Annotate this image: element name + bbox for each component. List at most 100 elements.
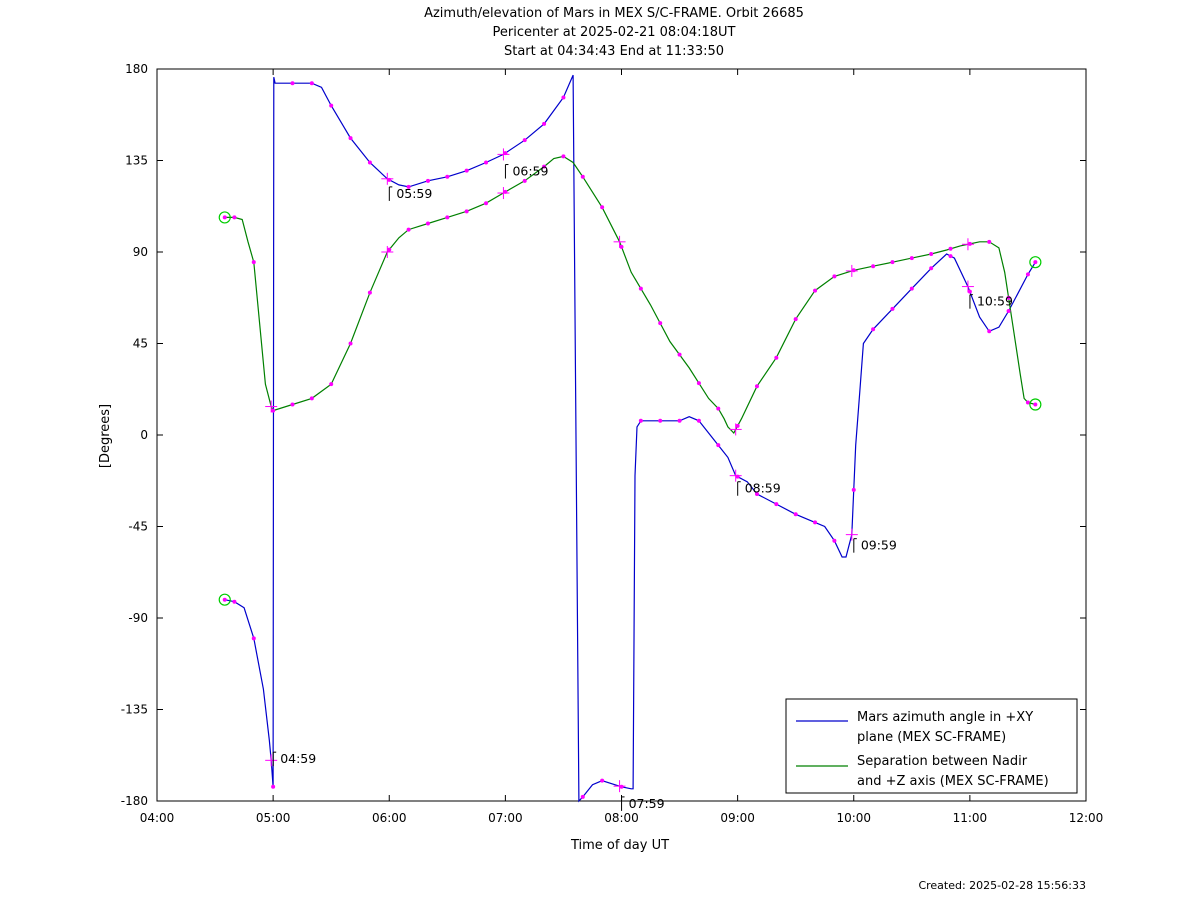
data-point-marker: [677, 418, 682, 423]
chart-title: Azimuth/elevation of Mars in MEX S/C-FRA…: [424, 6, 804, 21]
data-point-marker: [271, 408, 276, 413]
data-point-marker: [832, 274, 837, 279]
endpoint-marker: [1029, 256, 1042, 269]
data-point-marker: [851, 487, 856, 492]
data-point-marker: [542, 121, 547, 126]
data-point-marker: [813, 288, 818, 293]
legend-box: [785, 698, 1078, 794]
chart-subtitle-2: Start at 04:34:43 End at 11:33:50: [504, 44, 724, 59]
data-point-marker: [561, 95, 566, 100]
data-point-marker: [600, 205, 605, 210]
data-point-marker: [638, 418, 643, 423]
data-point-marker: [754, 384, 759, 389]
annotation-label: 05:59: [396, 186, 432, 201]
x-tick-label: 08:00: [604, 811, 639, 825]
legend-label-separation-2: and +Z axis (MEX SC-FRAME): [857, 774, 1049, 789]
created-timestamp: Created: 2025-02-28 15:56:33: [918, 879, 1086, 892]
y-axis-ticks: 180 135 90 45 0 -45 -90 -135 -180: [121, 62, 1086, 808]
annotation-label: 08:59: [745, 481, 781, 496]
y-tick-label: 90: [133, 245, 148, 259]
data-point-marker: [484, 201, 489, 206]
data-point-marker: [348, 136, 353, 141]
x-tick-label: 05:00: [256, 811, 291, 825]
annotation-layer: 04:59 05:59 06:59 07:59 08:59 09:59 10:59: [272, 164, 1013, 811]
data-point-marker: [619, 784, 624, 789]
data-point-marker: [329, 103, 334, 108]
data-point-marker: [348, 341, 353, 346]
y-tick-label: -90: [128, 611, 148, 625]
endpoint-marker: [218, 593, 231, 606]
data-point-marker: [774, 502, 779, 507]
x-axis-ticks: 04:00 05:00 06:00 07:00 08:00 09:00 10:00 11:00…: [140, 69, 1104, 825]
legend-label-separation-1: Separation between Nadir: [857, 754, 1028, 769]
y-axis-label: [Degrees]: [98, 404, 113, 468]
data-point-marker: [948, 254, 953, 259]
data-point-marker: [600, 778, 605, 783]
legend-label-azimuth-2: plane (MEX SC-FRAME): [857, 730, 1006, 745]
separation-series-line: [224, 155, 1036, 435]
data-point-marker: [309, 81, 314, 86]
data-point-marker: [1006, 295, 1011, 300]
data-point-marker: [387, 247, 392, 252]
data-point-marker: [929, 252, 934, 257]
x-tick-label: 06:00: [372, 811, 407, 825]
data-point-marker: [445, 174, 450, 179]
data-point-marker: [658, 321, 663, 326]
data-point-marker: [580, 174, 585, 179]
endpoint-marker: [1029, 398, 1042, 411]
annotation-label: 06:59: [512, 164, 548, 179]
endpoint-center: [1033, 260, 1038, 265]
data-point-marker: [367, 290, 372, 295]
data-point-marker: [696, 381, 701, 386]
data-point-marker: [425, 221, 430, 226]
data-point-marker: [1025, 400, 1030, 405]
x-tick-label: 04:00: [140, 811, 175, 825]
data-point-marker: [793, 512, 798, 517]
endpoint-marker: [218, 211, 231, 224]
data-point-marker: [290, 81, 295, 86]
data-point-marker: [271, 784, 276, 789]
x-tick-label: 07:00: [488, 811, 523, 825]
x-tick-label: 11:00: [953, 811, 988, 825]
data-point-marker: [987, 239, 992, 244]
data-point-marker: [445, 215, 450, 220]
data-point-marker: [406, 184, 411, 189]
data-point-marker: [522, 178, 527, 183]
data-point-marker: [716, 443, 721, 448]
y-tick-label: -135: [121, 703, 148, 717]
data-point-marker: [251, 636, 256, 641]
chart-subtitle: Pericenter at 2025-02-21 08:04:18UT: [492, 25, 735, 40]
endpoint-center: [222, 215, 227, 220]
plot-area: [156, 68, 1087, 802]
data-point-marker: [484, 160, 489, 165]
data-point-marker: [367, 160, 372, 165]
data-point-marker: [1025, 272, 1030, 277]
y-tick-label: -45: [128, 520, 148, 534]
y-tick-label: 0: [140, 428, 148, 442]
y-tick-label: 180: [125, 62, 148, 76]
data-point-marker: [406, 227, 411, 232]
data-point-marker: [658, 418, 663, 423]
data-point-marker: [290, 402, 295, 407]
marker-layer: [218, 81, 1042, 799]
data-point-marker: [851, 268, 856, 273]
data-point-marker: [1006, 308, 1011, 313]
data-point-marker: [232, 599, 237, 604]
x-tick-label: 12:00: [1069, 811, 1104, 825]
data-point-marker: [871, 264, 876, 269]
data-point-marker: [638, 286, 643, 291]
data-point-marker: [561, 154, 566, 159]
data-point-marker: [909, 286, 914, 291]
data-point-marker: [793, 317, 798, 322]
x-tick-label: 09:00: [720, 811, 755, 825]
data-point-marker: [909, 256, 914, 261]
legend-label-azimuth-1: Mars azimuth angle in +XY: [857, 710, 1033, 725]
data-point-marker: [580, 794, 585, 799]
data-point-marker: [329, 382, 334, 387]
data-point-marker: [309, 396, 314, 401]
data-point-marker: [542, 164, 547, 169]
data-point-marker: [735, 423, 740, 428]
data-point-marker: [696, 418, 701, 423]
annotation-label: 04:59: [280, 751, 316, 766]
data-point-marker: [987, 329, 992, 334]
